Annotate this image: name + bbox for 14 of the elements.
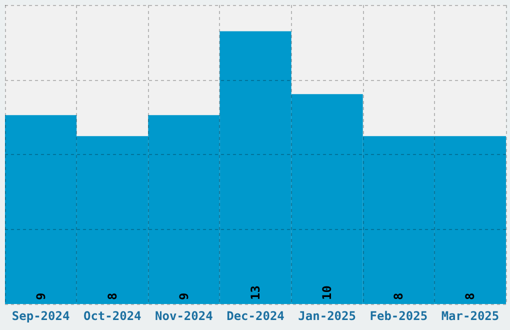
data-label: 8 [392, 292, 406, 300]
x-tick-label: Jan-2025 [298, 309, 356, 323]
data-label: 10 [320, 286, 334, 300]
data-label: 9 [34, 292, 48, 300]
x-tick-label: Mar-2025 [441, 309, 500, 323]
data-label: 9 [176, 292, 191, 300]
data-label: 13 [248, 286, 262, 300]
x-tick-label: Oct-2024 [83, 309, 142, 323]
data-label: 8 [463, 292, 478, 300]
x-tick-label: Dec-2024 [226, 309, 284, 323]
x-tick-label: Sep-2024 [12, 309, 70, 323]
x-tick-label: Feb-2025 [370, 309, 428, 323]
data-label: 8 [105, 292, 120, 300]
x-tick-label: Nov-2024 [155, 309, 213, 323]
